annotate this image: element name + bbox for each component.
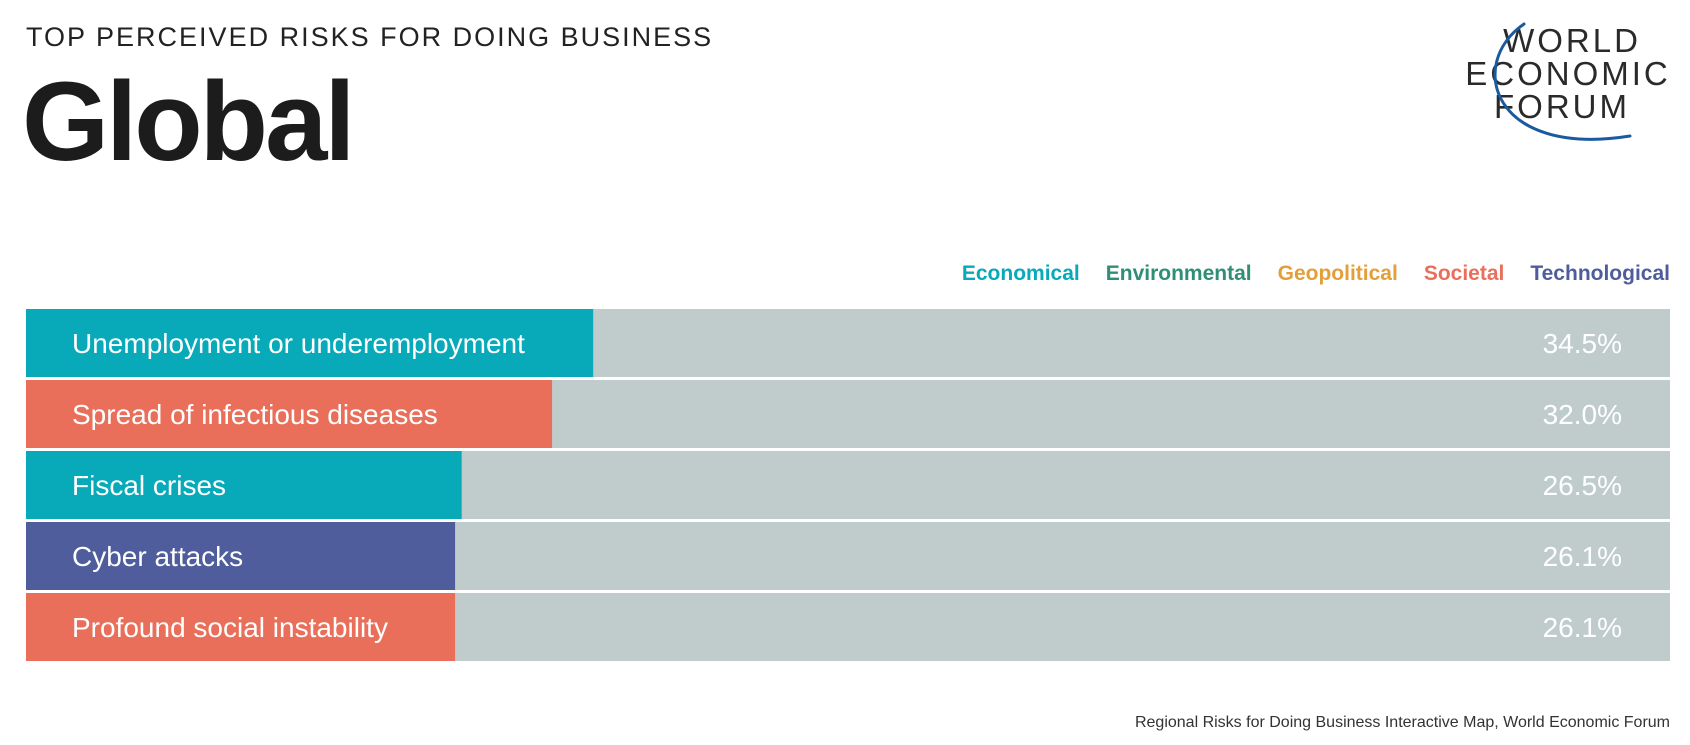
legend-item-societal: Societal [1423, 262, 1505, 285]
legend-item-environmental: Environmental [1105, 262, 1252, 285]
bar [26, 309, 594, 377]
bar-category-label: Unemployment or underemployment [72, 328, 525, 359]
bar-value-label: 26.1% [1543, 541, 1622, 572]
legend-item-technological: Technological [1530, 262, 1670, 285]
bar-value-label: 26.5% [1543, 470, 1622, 501]
bar [26, 593, 456, 661]
bar-category-label: Profound social instability [72, 612, 388, 643]
bar [26, 451, 462, 519]
bar-value-label: 34.5% [1543, 328, 1622, 359]
bar-category-label: Spread of infectious diseases [72, 399, 438, 430]
bar-value-label: 26.1% [1543, 612, 1622, 643]
source-note: Regional Risks for Doing Business Intera… [1134, 714, 1670, 731]
bar-value-label: 32.0% [1543, 399, 1622, 430]
wef-logo: WORLD ECONOMIC FORUM [1465, 22, 1671, 141]
wef-arc-icon [1493, 22, 1632, 141]
logo-line-2: ECONOMIC [1465, 55, 1671, 92]
legend-item-geopolitical: Geopolitical [1277, 262, 1398, 285]
bar [26, 522, 456, 590]
chart-legend: Economical Environmental Geopolitical So… [962, 262, 1670, 286]
bar [26, 380, 553, 448]
bar-category-label: Cyber attacks [72, 541, 243, 572]
chart-kicker: TOP PERCEIVED RISKS FOR DOING BUSINESS [26, 22, 714, 52]
legend-item-economical: Economical [961, 262, 1080, 285]
logo-line-1: WORLD [1503, 22, 1641, 59]
bar-category-label: Fiscal crises [72, 470, 226, 501]
chart-title: Global [22, 59, 355, 184]
